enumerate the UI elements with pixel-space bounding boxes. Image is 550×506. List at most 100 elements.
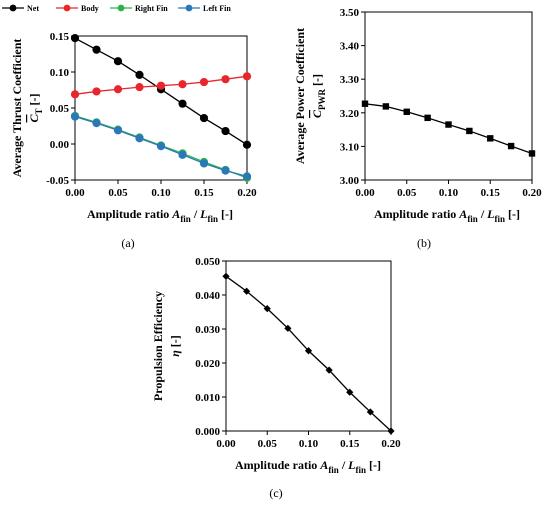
x-tick-label: 0.15 [481, 187, 501, 199]
net-point [178, 99, 187, 108]
y-tick-label: 0.020 [195, 358, 220, 370]
x-tick-label: 0.00 [65, 187, 85, 199]
chart-a-xlabel: Amplitude ratio Afin / Lfin [-] [87, 207, 233, 224]
chart-b-ylabel: Average Power Coefficient [293, 28, 307, 164]
net-point [221, 126, 230, 136]
y-tick-label: 3.20 [340, 108, 360, 120]
series-point [284, 324, 292, 332]
chart-a-ylabel: Average Thrust Coefficient [10, 39, 24, 178]
y-tick-label: 0.050 [195, 256, 220, 268]
chart-c-ylabel-symbol: η [-] [168, 335, 182, 357]
series-point [361, 100, 369, 107]
legend-body-label: Body [81, 4, 99, 13]
left-fin-point [135, 134, 144, 143]
body-point [178, 80, 187, 89]
x-tick-label: 0.05 [258, 438, 278, 450]
chart-c-ticks: 0.00 0.05 0.10 0.15 0.20 0.000 0.010 0.020 0.030… [195, 256, 401, 450]
series-point [366, 408, 374, 416]
legend-net-label: Net [27, 4, 39, 13]
body-point [135, 83, 144, 92]
left-fin-point [178, 150, 187, 159]
chart-a-plot-area [74, 35, 248, 181]
x-tick-label: 0.05 [397, 187, 417, 199]
body-point [199, 77, 209, 87]
y-tick-label: 0.030 [195, 324, 220, 336]
chart-b-plot-area [364, 11, 533, 181]
y-tick-label: -0.05 [46, 175, 69, 187]
left-fin-point [113, 126, 123, 135]
y-tick-label: 3.50 [340, 7, 360, 19]
x-tick-label: 0.15 [340, 438, 360, 450]
chart-c-xlabel: Amplitude ratio Afin / Lfin [-] [235, 458, 381, 475]
chart-c-plot-area [225, 260, 392, 432]
series-point [243, 287, 251, 295]
body-point [242, 72, 252, 81]
x-tick-label: 0.15 [194, 187, 214, 199]
left-fin-point [242, 172, 252, 181]
y-tick-label: 0.10 [50, 67, 70, 79]
series-point [263, 305, 271, 313]
series-point [487, 135, 494, 142]
x-tick-label: 0.20 [237, 187, 257, 199]
x-tick-label: 0.00 [355, 187, 375, 199]
left-fin-point [221, 166, 230, 175]
left-fin-point [92, 119, 101, 128]
x-tick-label: 0.10 [439, 187, 459, 199]
net-point [242, 140, 252, 149]
y-tick-label: 0.000 [195, 426, 220, 438]
legend-left-fin-swatch-marker [185, 4, 193, 12]
y-tick-label: 3.30 [340, 74, 360, 86]
x-tick-label: 0.05 [108, 187, 128, 199]
chart-a-ylabel-symbol: CT [-] [27, 93, 44, 122]
body-point [221, 75, 230, 84]
body-point [70, 90, 80, 99]
net-point [113, 57, 123, 66]
chart-b-series [361, 100, 536, 157]
series-point [445, 121, 452, 128]
x-tick-label: 0.20 [522, 187, 542, 199]
series-point [222, 272, 230, 280]
series-point [325, 366, 333, 374]
y-tick-label: 0.00 [50, 139, 70, 151]
chart-b-panel-label: (b) [417, 236, 431, 250]
y-tick-label: 3.10 [340, 141, 360, 153]
chart-c-ylabel: Propulsion Efficiency [151, 291, 165, 401]
y-tick-label: 0.040 [195, 290, 220, 302]
y-tick-label: 0.05 [50, 103, 70, 115]
chart-c: 0.00 0.05 0.10 0.15 0.20 0.000 0.010 0.020 0.030… [151, 256, 401, 500]
chart-a: 0.00 0.05 0.10 0.15 0.20-0.050.000.050.100.1… [2, 4, 257, 250]
net-point [70, 34, 80, 43]
chart-b-ticks: 0.00 0.05 0.10 0.15 0.20 3.00 3.10 3.20 3.30 3.40… [340, 7, 542, 199]
series-point [403, 108, 410, 115]
series-point [304, 347, 313, 355]
body-point [156, 81, 166, 90]
legend-body-swatch-marker [63, 4, 71, 12]
series-point [387, 427, 395, 435]
series-line [364, 103, 533, 155]
net-point [199, 113, 209, 123]
series-point [466, 127, 473, 135]
chart-a-legend: Net Body Right Fin Left Fin [2, 4, 231, 13]
chart-a-series [70, 34, 252, 182]
x-tick-label: 0.00 [216, 438, 236, 450]
x-tick-label: 0.10 [151, 187, 171, 199]
series-point [424, 114, 431, 122]
chart-a-ticks: 0.00 0.05 0.10 0.15 0.20-0.050.000.050.100.1… [46, 31, 257, 199]
legend-net-swatch-marker [9, 4, 17, 12]
series-point [382, 103, 390, 110]
chart-b-ylabel-symbol: CPWR [-] [310, 74, 327, 118]
series-point [346, 388, 354, 396]
legend-right-fin-swatch-marker [117, 4, 125, 12]
x-tick-label: 0.10 [299, 438, 319, 450]
left-fin-point [70, 112, 80, 121]
left-fin-point [156, 142, 166, 151]
x-tick-label: 0.20 [381, 438, 401, 450]
chart-b-xlabel: Amplitude ratio Afin / Lfin [-] [374, 207, 520, 224]
chart-b: 0.00 0.05 0.10 0.15 0.20 3.00 3.10 3.20 3.30 3.40… [293, 7, 542, 250]
y-tick-label: 3.40 [340, 41, 360, 53]
net-point [92, 45, 101, 54]
y-tick-label: 0.15 [50, 31, 70, 43]
legend-right-fin-label: Right Fin [135, 4, 168, 13]
body-point [113, 85, 123, 94]
